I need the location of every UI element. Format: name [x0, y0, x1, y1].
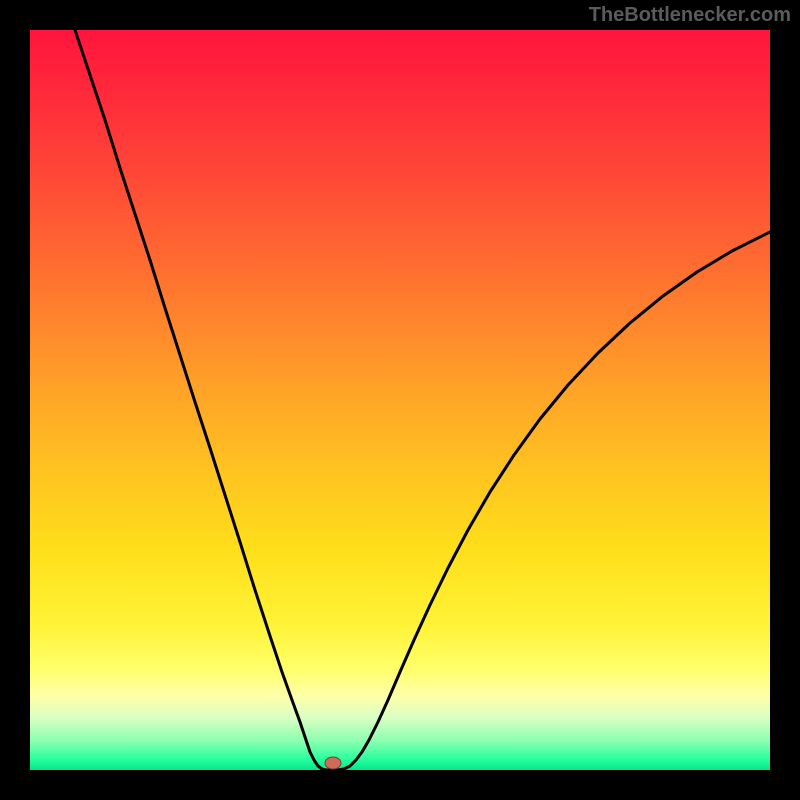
curve-layer	[30, 30, 770, 770]
plot-area	[30, 30, 770, 770]
chart-container: TheBottlenecker.com	[0, 0, 800, 800]
bottleneck-curve	[75, 30, 770, 770]
watermark-text: TheBottlenecker.com	[589, 4, 791, 27]
optimum-marker	[325, 757, 341, 769]
